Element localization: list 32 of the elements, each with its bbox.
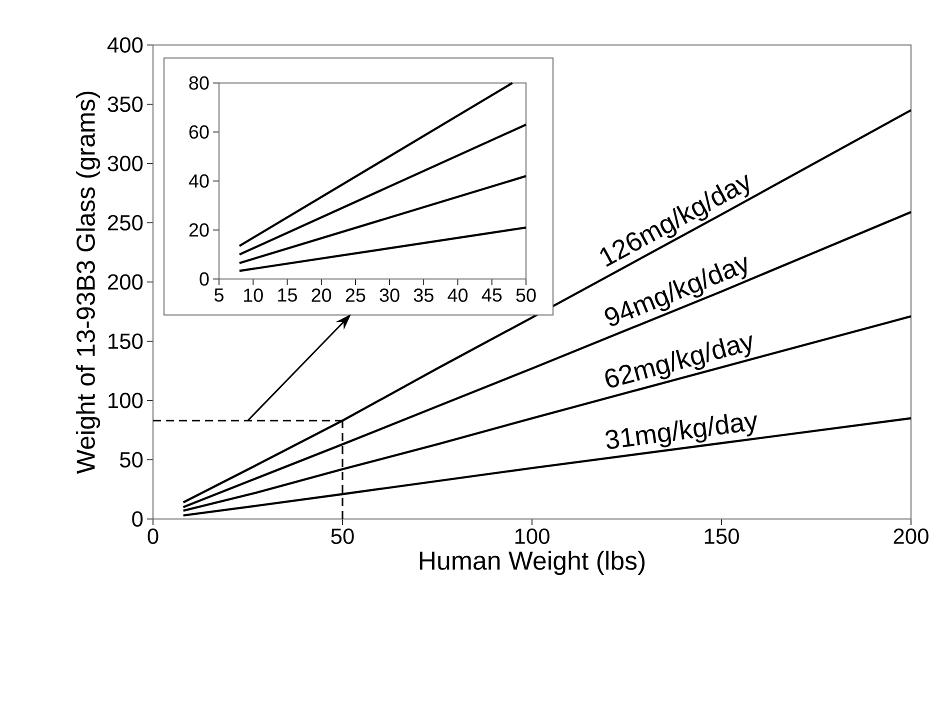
y-tick-label: 80 <box>189 76 209 90</box>
x-tick-label: 20 <box>312 288 332 302</box>
y-tick-label: 300 <box>108 156 143 172</box>
x-tick-label: 25 <box>346 288 366 302</box>
x-tick-label: 150 <box>704 528 739 544</box>
y-tick-label: 50 <box>120 452 143 468</box>
y-axis-title: Weight of 13-93B3 Glass (grams) <box>76 92 100 474</box>
x-tick-label: 50 <box>516 288 536 302</box>
x-tick-label: 0 <box>148 528 158 544</box>
y-tick-label: 250 <box>108 214 143 230</box>
x-tick-label: 10 <box>244 288 263 302</box>
y-tick-label: 60 <box>189 125 209 139</box>
x-tick-label: 15 <box>278 288 297 302</box>
y-tick-label: 200 <box>108 274 143 290</box>
x-tick-label: 200 <box>894 528 928 544</box>
x-axis-title: Human Weight (lbs) <box>420 550 645 576</box>
text: 31mg/kg/day <box>606 414 757 449</box>
y-tick-label: 100 <box>108 392 143 408</box>
y-tick-label: 150 <box>108 333 143 349</box>
x-tick-label: 30 <box>380 288 400 302</box>
y-tick-label: 40 <box>188 174 209 188</box>
x-tick-label: 35 <box>414 288 434 302</box>
x-tick-label: 100 <box>515 528 550 544</box>
x-tick-label: 5 <box>214 288 224 302</box>
y-tick-label: 350 <box>108 96 143 112</box>
x-tick-label: 45 <box>482 288 502 302</box>
x-tick-label: 40 <box>448 288 468 302</box>
y-tick-label: 0 <box>132 511 143 527</box>
y-tick-label: 20 <box>189 223 209 237</box>
y-tick-label: 0 <box>200 272 209 286</box>
y-tick-label: 400 <box>107 37 143 53</box>
x-tick-label: 50 <box>331 528 354 544</box>
